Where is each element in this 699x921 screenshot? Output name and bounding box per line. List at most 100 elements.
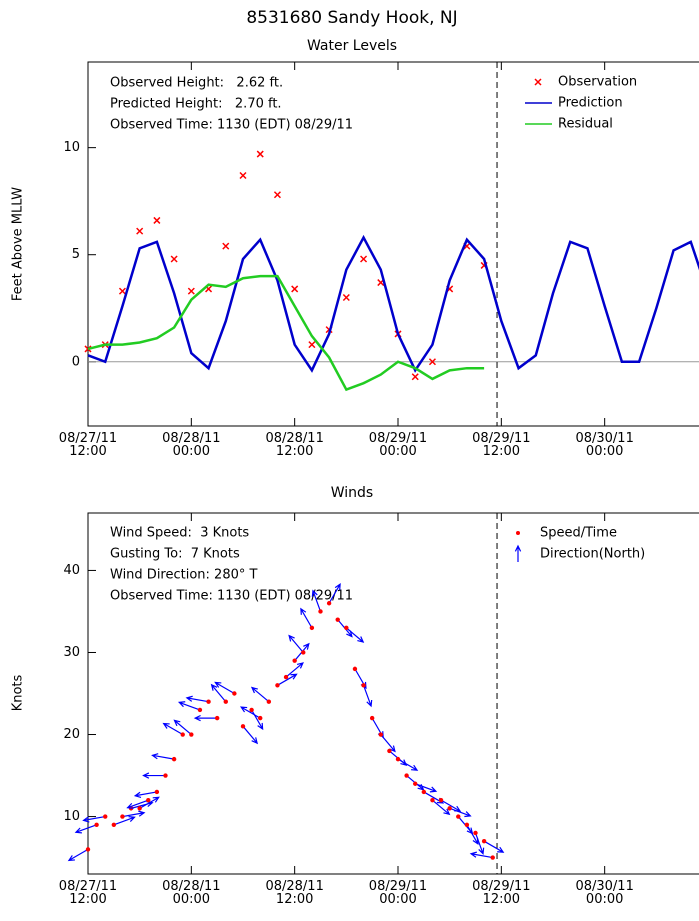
x-tick-label: 08/30/11 00:00 bbox=[575, 431, 634, 459]
info-text: Wind Direction: 280° T bbox=[110, 568, 257, 583]
observation-marker bbox=[360, 255, 368, 263]
wind-arrow bbox=[210, 683, 227, 703]
observation-marker bbox=[308, 341, 316, 349]
wind-arrow bbox=[67, 848, 89, 862]
speed-dot bbox=[85, 847, 91, 852]
speed-dot bbox=[490, 855, 495, 860]
wind-arrow bbox=[82, 815, 106, 823]
wind-arrow bbox=[397, 758, 419, 771]
wind-arrow bbox=[300, 607, 313, 629]
info-text: Predicted Height: 2.70 ft. bbox=[110, 97, 282, 112]
wind-arrow bbox=[251, 709, 264, 731]
y-tick-label: 40 bbox=[63, 563, 80, 578]
x-tick-label: 08/29/11 12:00 bbox=[472, 879, 531, 907]
wind-arrow bbox=[242, 725, 259, 745]
wind-arrow bbox=[162, 722, 184, 736]
speed-dot bbox=[335, 617, 340, 622]
x-tick-label: 08/28/11 00:00 bbox=[162, 431, 221, 459]
wind-arrow bbox=[345, 627, 365, 643]
series-line bbox=[87, 274, 485, 392]
observation-marker bbox=[411, 373, 419, 381]
observation-marker bbox=[187, 287, 195, 295]
wind-arrow bbox=[139, 796, 160, 809]
speed-dot bbox=[309, 625, 315, 631]
wind-arrow bbox=[113, 816, 136, 826]
speed-dot bbox=[137, 806, 142, 811]
speed-dot bbox=[438, 797, 444, 803]
wind-arrow bbox=[415, 783, 438, 793]
speed-dot bbox=[318, 609, 323, 614]
y-axis-label: Feet Above MLLW bbox=[11, 187, 26, 301]
speed-dot bbox=[473, 830, 478, 836]
wind-arrow bbox=[74, 824, 97, 834]
speed-dot bbox=[352, 666, 358, 672]
speed-dot bbox=[456, 814, 461, 819]
speed-dot bbox=[180, 732, 185, 737]
wind-arrow bbox=[380, 734, 396, 753]
y-tick-label: 20 bbox=[63, 727, 80, 742]
x-tick-label: 08/28/11 12:00 bbox=[265, 431, 324, 459]
wind-arrow bbox=[469, 851, 493, 859]
speed-dot bbox=[171, 756, 177, 762]
wind-arrow bbox=[133, 791, 157, 798]
speed-dot bbox=[163, 773, 168, 778]
wind-arrow bbox=[285, 662, 304, 678]
speed-dot bbox=[344, 625, 349, 631]
legend-text: Direction(North) bbox=[540, 547, 645, 562]
speed-dot bbox=[292, 658, 297, 663]
observation-marker bbox=[84, 345, 92, 353]
x-tick-label: 08/29/11 12:00 bbox=[472, 431, 531, 459]
y-tick-label: 30 bbox=[63, 645, 80, 660]
series-line bbox=[87, 234, 699, 373]
wind-arrow bbox=[122, 810, 146, 818]
wind-arrow bbox=[173, 719, 192, 735]
wind-arrow bbox=[311, 589, 322, 612]
y-axis-label: Knots bbox=[11, 674, 26, 711]
observation-marker bbox=[118, 287, 126, 295]
speed-dot bbox=[189, 732, 194, 737]
wind-arrow bbox=[239, 706, 261, 719]
speed-dot bbox=[275, 683, 280, 688]
info-text: Observed Height: 2.62 ft. bbox=[110, 76, 283, 91]
speed-dot bbox=[413, 781, 418, 786]
legend-marker bbox=[534, 78, 542, 86]
speed-dot bbox=[430, 797, 435, 803]
x-tick-label: 08/29/11 00:00 bbox=[368, 879, 428, 907]
speed-dot bbox=[361, 683, 366, 688]
chart-subtitle: Water Levels bbox=[307, 38, 397, 54]
observation-marker bbox=[222, 242, 230, 250]
speed-dot bbox=[94, 822, 99, 827]
speed-dot bbox=[301, 650, 306, 655]
x-tick-label: 08/30/11 00:00 bbox=[575, 879, 634, 907]
speed-dot bbox=[326, 601, 332, 606]
x-tick-label: 08/28/11 12:00 bbox=[265, 879, 324, 907]
x-tick-label: 08/27/11 12:00 bbox=[58, 879, 118, 907]
observation-marker bbox=[342, 293, 350, 302]
wind-arrow bbox=[449, 807, 472, 818]
y-tick-label: 10 bbox=[63, 809, 80, 824]
speed-dot bbox=[111, 822, 117, 827]
speed-dot bbox=[214, 715, 220, 721]
speed-dot bbox=[258, 715, 263, 721]
speed-dot bbox=[154, 789, 160, 795]
wind-arrow bbox=[483, 840, 505, 853]
wind-arrow bbox=[250, 686, 270, 703]
speed-dot bbox=[378, 732, 383, 737]
wind-arrow bbox=[432, 799, 451, 816]
speed-dot bbox=[283, 674, 289, 680]
observation-marker bbox=[428, 358, 436, 366]
wind-arrow bbox=[177, 701, 201, 711]
chart-title: 8531680 Sandy Hook, NJ bbox=[246, 8, 457, 28]
wind-arrow bbox=[328, 583, 341, 604]
speed-dot bbox=[146, 797, 151, 803]
speed-dot bbox=[240, 724, 246, 729]
observation-marker bbox=[170, 255, 178, 263]
wind-arrow bbox=[193, 714, 218, 722]
wind-arrow bbox=[126, 799, 149, 809]
speed-dot bbox=[387, 748, 392, 754]
wind-arrow bbox=[214, 681, 235, 695]
observation-marker bbox=[291, 285, 299, 293]
legend-text: Observation bbox=[558, 75, 637, 90]
y-tick-label: 10 bbox=[63, 140, 80, 155]
